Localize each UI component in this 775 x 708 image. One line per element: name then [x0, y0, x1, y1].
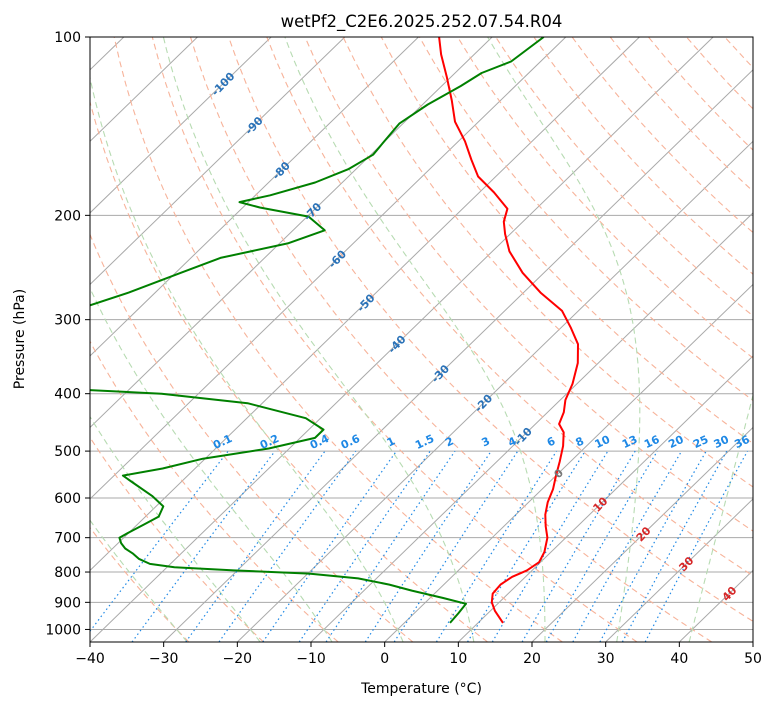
x-tick-label: −30: [149, 651, 179, 667]
x-tick-label: 0: [380, 651, 389, 667]
y-tick-label: 100: [54, 30, 81, 46]
y-tick-label: 200: [54, 208, 81, 224]
x-tick-label: −10: [296, 651, 326, 667]
x-tick-label: 30: [597, 651, 615, 667]
isotherm-line: [90, 37, 567, 500]
isotherm-line: [90, 37, 198, 143]
dry-adiabat-line: [90, 233, 414, 642]
mixing-ratio-label: 20: [666, 433, 686, 451]
x-tick-label: 40: [670, 651, 688, 667]
mixing-ratio-label: 30: [712, 433, 732, 451]
dry-adiabat-line: [304, 37, 753, 532]
moist-adiabat-line: [487, 37, 641, 642]
mixing-ratio-line: [298, 450, 431, 642]
dry-adiabat-line: [495, 37, 753, 317]
isotherm-line: [90, 37, 714, 642]
moist-adiabat-line: [90, 415, 261, 642]
x-tick-label: 20: [523, 651, 541, 667]
dry-adiabat-line: [90, 340, 339, 642]
isotherm-line: [90, 37, 272, 214]
y-tick-label: 600: [54, 491, 81, 507]
moist-adiabat-line: [90, 75, 404, 642]
mixing-ratio-line: [90, 450, 229, 633]
x-axis-label: Temperature (°C): [360, 681, 482, 697]
y-tick-label: 1000: [45, 622, 81, 638]
isotherm-line: [90, 37, 419, 357]
mixing-ratio-line: [393, 450, 519, 642]
mixing-ratio-label: 16: [642, 433, 662, 451]
x-tick-label: −40: [75, 651, 105, 667]
mixing-ratio-line: [521, 450, 636, 642]
y-tick-label: 800: [54, 565, 81, 581]
moist-adiabat-line: [162, 37, 475, 642]
mixing-ratio-line: [491, 450, 609, 642]
moist-adiabat-line: [688, 393, 753, 642]
dry-adiabat-line: [113, 37, 563, 642]
mixing-ratio-line: [325, 450, 456, 642]
isotherm-line: [90, 37, 346, 286]
moist-adiabat-line: [284, 37, 546, 642]
mixing-ratio-label: 36: [732, 433, 752, 451]
chart-title: wetPf2_C2E6.2025.252.07.54.R04: [281, 12, 563, 32]
isotherm-line: [605, 498, 753, 642]
y-tick-label: 300: [54, 313, 81, 329]
mixing-ratio-line: [364, 450, 492, 642]
mixing-ratio-line: [621, 450, 728, 642]
y-tick-label: 700: [54, 531, 81, 547]
y-tick-label: 500: [54, 444, 81, 460]
y-axis-label: Pressure (hPa): [12, 289, 28, 389]
mixing-ratio-line: [644, 450, 749, 642]
mixing-ratio-line: [218, 450, 357, 642]
mixing-ratio-line: [545, 450, 658, 642]
moist-adiabat-line: [90, 519, 188, 642]
mixing-ratio-line: [262, 450, 397, 642]
isotherm-line: [384, 283, 753, 642]
dewpoint-profile-line: [90, 37, 545, 624]
profile-lines: [90, 37, 579, 624]
axes: −40 −30 −20 −10 0 10 20 30 40 50 1000 900 800 700 600 5…: [45, 30, 762, 667]
x-tick-label: 10: [449, 651, 467, 667]
dry-adiabat-line: [151, 37, 638, 642]
mixing-ratio-label: 10: [593, 433, 613, 451]
mixing-ratio-line: [466, 450, 586, 642]
isotherm-line: [236, 140, 753, 642]
temperature-profile-line: [438, 37, 579, 624]
isotherm-line: [163, 69, 753, 642]
plot-frame: [89, 36, 754, 643]
x-tick-label: 50: [744, 651, 762, 667]
y-tick-label: 400: [54, 387, 81, 403]
dry-adiabat-line: [189, 37, 713, 642]
mixing-ratio-line: [435, 450, 558, 642]
y-tick-label: 900: [54, 595, 81, 611]
x-tick-label: −20: [223, 651, 253, 667]
dry-adiabat-line: [90, 436, 264, 642]
mixing-ratio-label: 25: [691, 433, 710, 451]
dry-adiabat-line: [228, 37, 753, 622]
dry-adiabat-line: [266, 37, 753, 577]
moist-adiabat-line: [90, 286, 333, 642]
isotherm-line: [457, 355, 753, 642]
isotherm-line: [531, 426, 753, 642]
mixing-ratio-label: 13: [620, 433, 639, 451]
